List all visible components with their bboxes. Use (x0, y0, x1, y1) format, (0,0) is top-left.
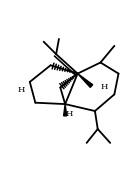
Polygon shape (78, 74, 93, 87)
Polygon shape (64, 104, 67, 116)
Text: H: H (17, 86, 24, 94)
Text: H: H (100, 83, 108, 91)
Text: H: H (66, 110, 73, 118)
